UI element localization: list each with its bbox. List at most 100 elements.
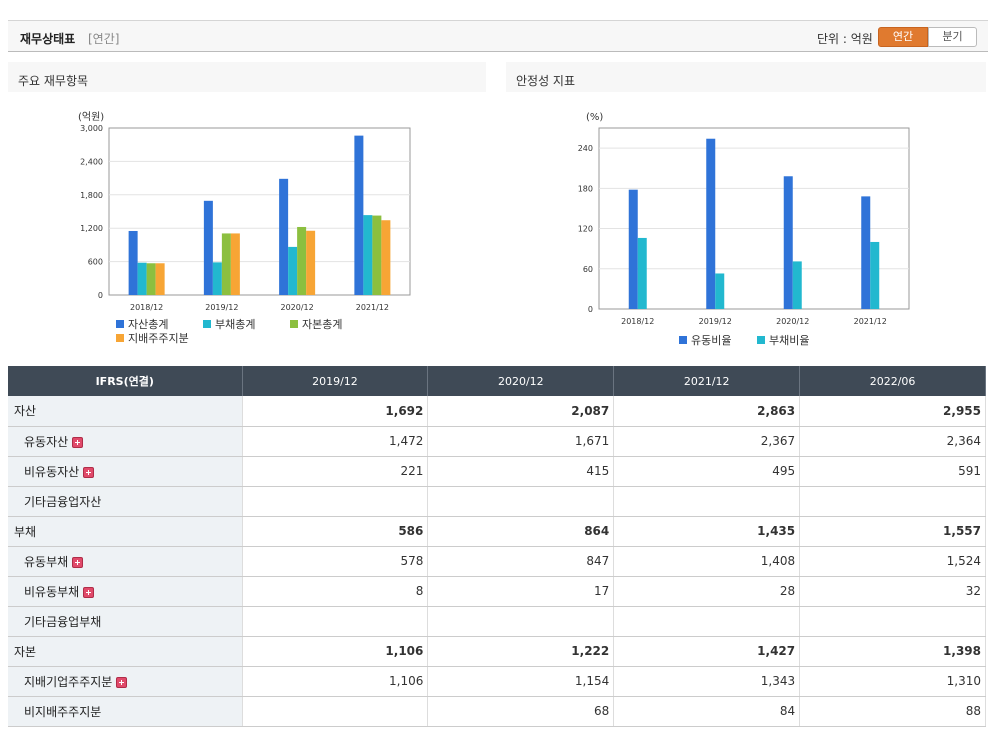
legend-swatch (757, 336, 765, 344)
row-label-text: 비지배주주지분 (24, 704, 102, 719)
y-tick-label: 240 (578, 144, 593, 153)
header-col: 2021/12 (613, 366, 801, 396)
expand-plus-icon[interactable] (83, 466, 95, 478)
bar (381, 220, 391, 295)
table-row: 비지배주주지분 68 84 88 (8, 696, 986, 727)
row-label: 비지배주주지분 (8, 696, 243, 727)
bar (297, 226, 307, 295)
table-cell: 1,671 (427, 426, 615, 457)
bar (628, 189, 638, 309)
table-cell: 88 (799, 696, 986, 727)
bar (354, 135, 364, 295)
table-cell: 2,955 (799, 396, 986, 427)
y-tick-label: 120 (578, 225, 593, 234)
table-cell (613, 606, 801, 637)
legend-swatch (203, 320, 211, 328)
quarterly-toggle-button[interactable]: 분기 (928, 27, 977, 47)
x-tick-label: 2018/12 (130, 303, 163, 312)
table-cell: 1,222 (427, 636, 615, 667)
legend-label: 자본총계 (302, 318, 342, 331)
x-tick-label: 2018/12 (621, 317, 654, 326)
legend-label: 부채비율 (769, 334, 809, 347)
table-cell: 84 (613, 696, 801, 727)
row-label: 기타금융업자산 (8, 486, 243, 517)
table-header-row: IFRS(연결) 2019/12 2020/12 2021/12 2022/06 (8, 366, 986, 396)
table-cell: 1,472 (242, 426, 429, 457)
x-tick-label: 2020/12 (776, 317, 809, 326)
expand-plus-icon[interactable] (116, 676, 128, 688)
y-tick-label: 1,800 (80, 191, 103, 200)
table-cell: 1,435 (613, 516, 801, 547)
row-label: 자본 (8, 636, 243, 667)
row-label: 비유동부채 (8, 576, 243, 607)
expand-plus-icon[interactable] (72, 556, 84, 568)
statement-header: 재무상태표 [연간] 단위 : 억원 연간 분기 (8, 20, 988, 52)
expand-plus-icon[interactable] (83, 586, 95, 598)
row-label: 부채 (8, 516, 243, 547)
bar (792, 261, 802, 309)
bar (212, 262, 222, 295)
expand-plus-icon[interactable] (72, 436, 84, 448)
bar (870, 241, 880, 309)
table-cell: 591 (799, 456, 986, 487)
table-cell: 1,692 (242, 396, 429, 427)
stability-title: 안정성 지표 (506, 62, 986, 92)
row-label: 자산 (8, 396, 243, 427)
table-cell: 864 (427, 516, 615, 547)
y-tick-label: 0 (588, 305, 593, 314)
row-label: 비유동자산 (8, 456, 243, 487)
page-title: 재무상태표 (20, 32, 76, 46)
key-items-chart: (억원) 0 600 1,200 1,800 2,400 3,000 2018/12 2019/… (78, 111, 411, 345)
bar (221, 233, 231, 295)
legend-label: 부채총계 (215, 318, 255, 331)
table-cell: 2,367 (613, 426, 801, 457)
annual-toggle-button[interactable]: 연간 (878, 27, 928, 47)
y-tick-label: 2,400 (80, 157, 103, 166)
table-cell: 415 (427, 456, 615, 487)
plot-area (598, 127, 910, 310)
row-label-text: 기타금융업부채 (24, 614, 102, 629)
bar (637, 237, 647, 309)
table-cell (242, 606, 429, 637)
row-label: 유동자산 (8, 426, 243, 457)
legend-swatch (116, 334, 124, 342)
key-items-panel: 주요 재무항목 (억원) 0 600 1,200 1,800 2,400 3,000 2018… (8, 62, 486, 362)
bar (137, 262, 147, 295)
bar (372, 215, 382, 295)
table-cell (427, 486, 615, 517)
row-label-text: 기타금융업자산 (24, 494, 102, 509)
stability-chart: (%) 0 60 120 180 240 2018/12 2019/12 2020/12 2021… (578, 112, 910, 347)
bar (363, 215, 373, 295)
bar (146, 263, 156, 295)
table-cell: 1,343 (613, 666, 801, 697)
table-cell (613, 486, 801, 517)
table-row: 유동부채 578 847 1,408 1,524 (8, 546, 986, 577)
y-tick-label: 3,000 (80, 124, 103, 133)
table-cell: 1,427 (613, 636, 801, 667)
header-col: 2022/06 (799, 366, 986, 396)
stability-panel: 안정성 지표 (%) 0 60 120 180 240 2018/12 2019/12 2020… (506, 62, 986, 362)
y-tick-label: 1,200 (80, 224, 103, 233)
bar (288, 246, 298, 295)
key-items-title: 주요 재무항목 (8, 62, 486, 92)
row-label-text: 유동부채 (24, 554, 69, 569)
header-col: 2019/12 (242, 366, 429, 396)
table-row: 기타금융업자산 (8, 486, 986, 517)
row-label-text: 자본 (14, 644, 37, 659)
bar (203, 200, 213, 295)
row-label-text: 지배기업주주지분 (24, 674, 113, 689)
table-row: 비유동자산 221 415 495 591 (8, 456, 986, 487)
table-cell (242, 696, 429, 727)
legend-swatch (290, 320, 298, 328)
table-cell: 495 (613, 456, 801, 487)
x-tick-label: 2019/12 (205, 303, 238, 312)
x-tick-label: 2019/12 (699, 317, 732, 326)
table-cell: 8 (242, 576, 429, 607)
table-cell (799, 606, 986, 637)
table-cell: 1,106 (242, 636, 429, 667)
row-label: 유동부채 (8, 546, 243, 577)
table-cell: 2,087 (427, 396, 615, 427)
legend-label: 지배주주지분 (128, 332, 189, 345)
bar (715, 273, 725, 309)
y-tick-label: 180 (578, 184, 593, 193)
